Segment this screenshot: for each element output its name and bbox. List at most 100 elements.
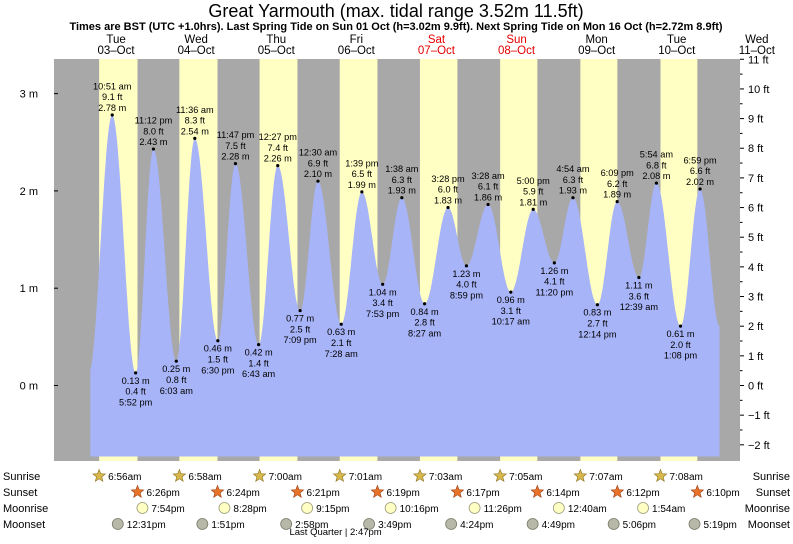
sunrise-icon — [653, 468, 668, 482]
day-weekday: Tue — [106, 34, 125, 46]
tide-time-label: 5:54 am — [640, 150, 674, 160]
moonrise-time: 10:16pm — [400, 504, 439, 515]
sunrise-row-label: Sunrise — [753, 471, 790, 483]
tide-time-label: 8:27 am — [408, 328, 442, 338]
sunset-row-label: Sunset — [3, 487, 37, 499]
sunrise-time: 6:56am — [108, 472, 141, 483]
tide-height-m-label: 1.99 m — [348, 180, 376, 190]
tide-height-m-label: 0.84 m — [411, 307, 439, 317]
tide-labels: 10:51 am9.1 ft2.78 m 0.13 m0.4 ft5:52 pm 1… — [93, 81, 717, 407]
low-tide-point — [678, 324, 683, 328]
tide-time-label: 11:12 pm — [135, 115, 173, 125]
tide-time-label: 6:03 am — [160, 386, 194, 396]
high-tide-point — [193, 136, 197, 140]
right-axis-label: 2 ft — [748, 321, 763, 333]
tide-height-ft-label: 7.5 ft — [225, 141, 246, 151]
tide-height-m-label: 2.02 m — [686, 177, 714, 187]
tide-height-m-label: 2.08 m — [642, 171, 670, 181]
day-weekday: Mon — [585, 34, 607, 46]
right-axis-label: −2 ft — [748, 440, 770, 452]
low-tide-point — [509, 290, 513, 294]
moonset-time: 5:19pm — [704, 520, 737, 531]
tide-height-ft-label: 6.2 ft — [607, 179, 628, 189]
right-axis-label: 8 ft — [748, 143, 763, 155]
sunrise-icon — [493, 468, 508, 482]
tide-height-m-label: 2.28 m — [221, 152, 249, 162]
tide-height-m-label: 2.78 m — [98, 103, 126, 113]
moonset-time: 4:49pm — [542, 520, 575, 531]
left-axis-label: 0 m — [20, 381, 38, 393]
tide-height-m-label: 1.86 m — [474, 193, 502, 203]
tide-time-label: 3:28 pm — [431, 174, 465, 184]
low-tide-point — [298, 308, 302, 313]
sun-moon-rows: Sunrise Sunrise Sunset Sunset Moonrise Moonri… — [3, 468, 790, 538]
moonrise-icon — [468, 502, 481, 514]
sunset-icon — [290, 484, 305, 498]
tide-time-label: 6:09 pm — [601, 168, 635, 178]
tide-height-ft-label: 1.4 ft — [248, 358, 269, 368]
tide-height-m-label: 0.63 m — [327, 327, 355, 337]
moonset-row-label: Moonset — [3, 519, 45, 531]
right-axis-label: 9 ft — [748, 114, 763, 126]
moonset-row-label: Moonset — [748, 519, 790, 531]
sunset-time: 6:12pm — [626, 488, 659, 499]
low-tide-point — [637, 275, 641, 280]
low-tide-point — [595, 303, 600, 307]
moonrise-icon — [136, 502, 149, 514]
sunset-time: 6:21pm — [306, 488, 339, 499]
tide-curve — [90, 115, 720, 457]
low-tide-point — [464, 264, 469, 268]
tide-height-ft-label: 6.0 ft — [438, 185, 459, 195]
high-tide-point — [316, 179, 320, 183]
tide-height-ft-label: 1.5 ft — [208, 355, 229, 365]
high-tide-point — [486, 202, 490, 207]
tide-height-m-label: 2.43 m — [139, 137, 167, 147]
sunset-icon — [210, 484, 225, 498]
sunrise-time: 7:07am — [589, 472, 622, 483]
tide-height-m-label: 1.26 m — [540, 266, 568, 276]
right-axis-label: 0 ft — [748, 381, 763, 393]
tide-height-ft-label: 3.6 ft — [629, 291, 650, 301]
high-tide-point — [698, 187, 702, 191]
moonset-icon — [111, 518, 124, 530]
day-date: 08–Oct — [498, 45, 536, 57]
sunrise-icon — [252, 468, 267, 482]
tide-height-m-label: 0.13 m — [122, 376, 150, 386]
day-date: 04–Oct — [178, 45, 216, 57]
tide-height-ft-label: 4.1 ft — [544, 277, 565, 287]
tide-height-m-label: 1.04 m — [369, 287, 397, 297]
right-axis-label: 6 ft — [748, 203, 763, 215]
sunrise-icon — [172, 468, 187, 482]
day-weekday: Sat — [428, 34, 446, 46]
moon-phase-label: Last Quarter | 2:47pm — [289, 527, 381, 538]
tide-time-label: 3:28 am — [471, 171, 505, 181]
tide-height-m-label: 2.54 m — [181, 126, 209, 136]
tide-height-ft-label: 8.0 ft — [143, 126, 164, 136]
tide-time-label: 10:51 am — [93, 81, 132, 91]
moonset-icon — [445, 518, 458, 530]
moonrise-icon — [384, 502, 397, 514]
moonrise-time: 9:15pm — [316, 504, 349, 515]
day-weekday: Thu — [266, 34, 286, 46]
chart-title: Great Yarmouth (max. tidal range 3.52m 1… — [208, 1, 583, 21]
sunrise-icon — [92, 468, 107, 482]
tide-height-ft-label: 4.0 ft — [456, 280, 477, 290]
moonrise-time: 7:54pm — [151, 504, 184, 515]
tide-time-label: 1:08 pm — [664, 351, 698, 361]
tide-height-ft-label: 0.8 ft — [166, 375, 187, 385]
low-tide-point — [174, 359, 178, 363]
sunset-icon — [370, 484, 385, 498]
sunset-icon — [610, 484, 625, 498]
right-axis-label: 4 ft — [748, 262, 763, 274]
day-weekday: Tue — [667, 34, 686, 46]
tide-height-ft-label: 6.1 ft — [478, 182, 499, 192]
tide-height-ft-label: 2.7 ft — [587, 319, 608, 329]
chart-subtitle: Times are BST (UTC +1.0hrs). Last Spring… — [69, 21, 722, 33]
tide-height-m-label: 1.81 m — [519, 197, 547, 207]
moonset-time: 2:58pm — [295, 520, 328, 531]
tide-height-m-label: 1.83 m — [434, 195, 462, 205]
tide-height-m-label: 0.61 m — [666, 329, 694, 339]
high-tide-point — [276, 164, 280, 168]
sunrise-time: 7:03am — [429, 472, 462, 483]
